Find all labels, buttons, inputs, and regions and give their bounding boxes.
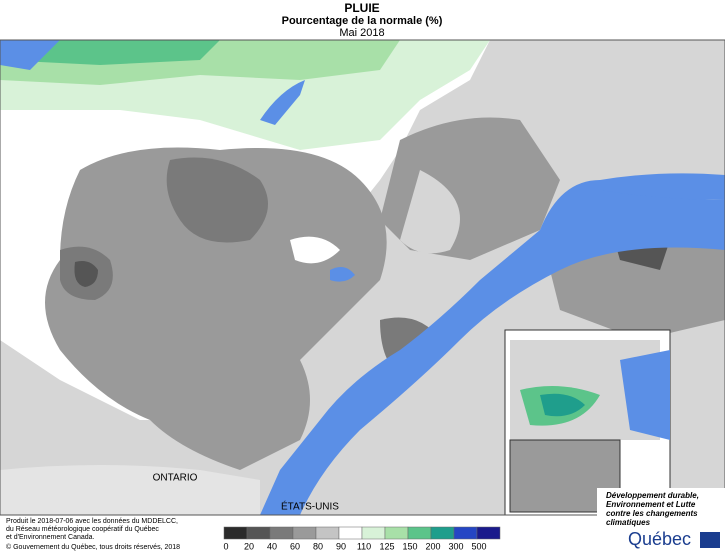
legend: 0 20 40 60 80 90 110 125 150 200 300 500: [223, 526, 501, 551]
logo-line: Développement durable,: [606, 491, 699, 500]
legend-swatch: [407, 526, 432, 540]
period: Mai 2018: [339, 27, 384, 39]
legend-tick-label: 300: [448, 541, 463, 551]
legend-swatch: [223, 526, 248, 540]
legend-swatch: [315, 526, 340, 540]
subtitle: Pourcentage de la normale (%): [282, 15, 443, 27]
legend-tick-label: 80: [313, 541, 323, 551]
map-area: [0, 39, 725, 516]
legend-swatch: [338, 526, 363, 540]
logo-line: climatiques: [606, 518, 651, 527]
logo-line: Environnement et Lutte: [606, 500, 696, 509]
legend-tick-label: 125: [379, 541, 394, 551]
logo-name: Québec: [628, 529, 691, 549]
credits: Produit le 2018-07-06 avec les données d…: [6, 518, 180, 551]
legend-swatch: [292, 526, 317, 540]
legend-swatch: [453, 526, 478, 540]
legend-tick-label: 0: [223, 541, 228, 551]
legend-swatch: [361, 526, 386, 540]
logo: Développement durable, Environnement et …: [597, 488, 725, 552]
legend-swatch: [384, 526, 409, 540]
credit-line: © Gouvernement du Québec, tous droits ré…: [6, 543, 180, 551]
legend-tick-label: 40: [267, 541, 277, 551]
legend-swatch: [476, 526, 501, 540]
legend-tick-label: 150: [402, 541, 417, 551]
legend-tick-label: 90: [336, 541, 346, 551]
usa-label: ÉTATS-UNIS: [281, 500, 339, 513]
logo-line: contre les changements: [606, 509, 698, 518]
title: PLUIE: [344, 1, 379, 15]
credit-line: Produit le 2018-07-06 avec les données d…: [6, 518, 178, 525]
legend-swatch: [430, 526, 455, 540]
legend-tick-label: 500: [471, 541, 486, 551]
legend-tick-label: 200: [425, 541, 440, 551]
ontario-label: ONTARIO: [153, 473, 198, 484]
legend-tick-label: 110: [357, 541, 371, 551]
legend-swatch: [269, 526, 294, 540]
credit-line: du Réseau météorologique coopératif du Q…: [6, 526, 159, 533]
legend-tick-label: 20: [244, 541, 254, 551]
legend-tick-label: 60: [290, 541, 300, 551]
legend-swatch: [246, 526, 271, 540]
credit-line: et d'Environnement Canada.: [6, 534, 95, 541]
